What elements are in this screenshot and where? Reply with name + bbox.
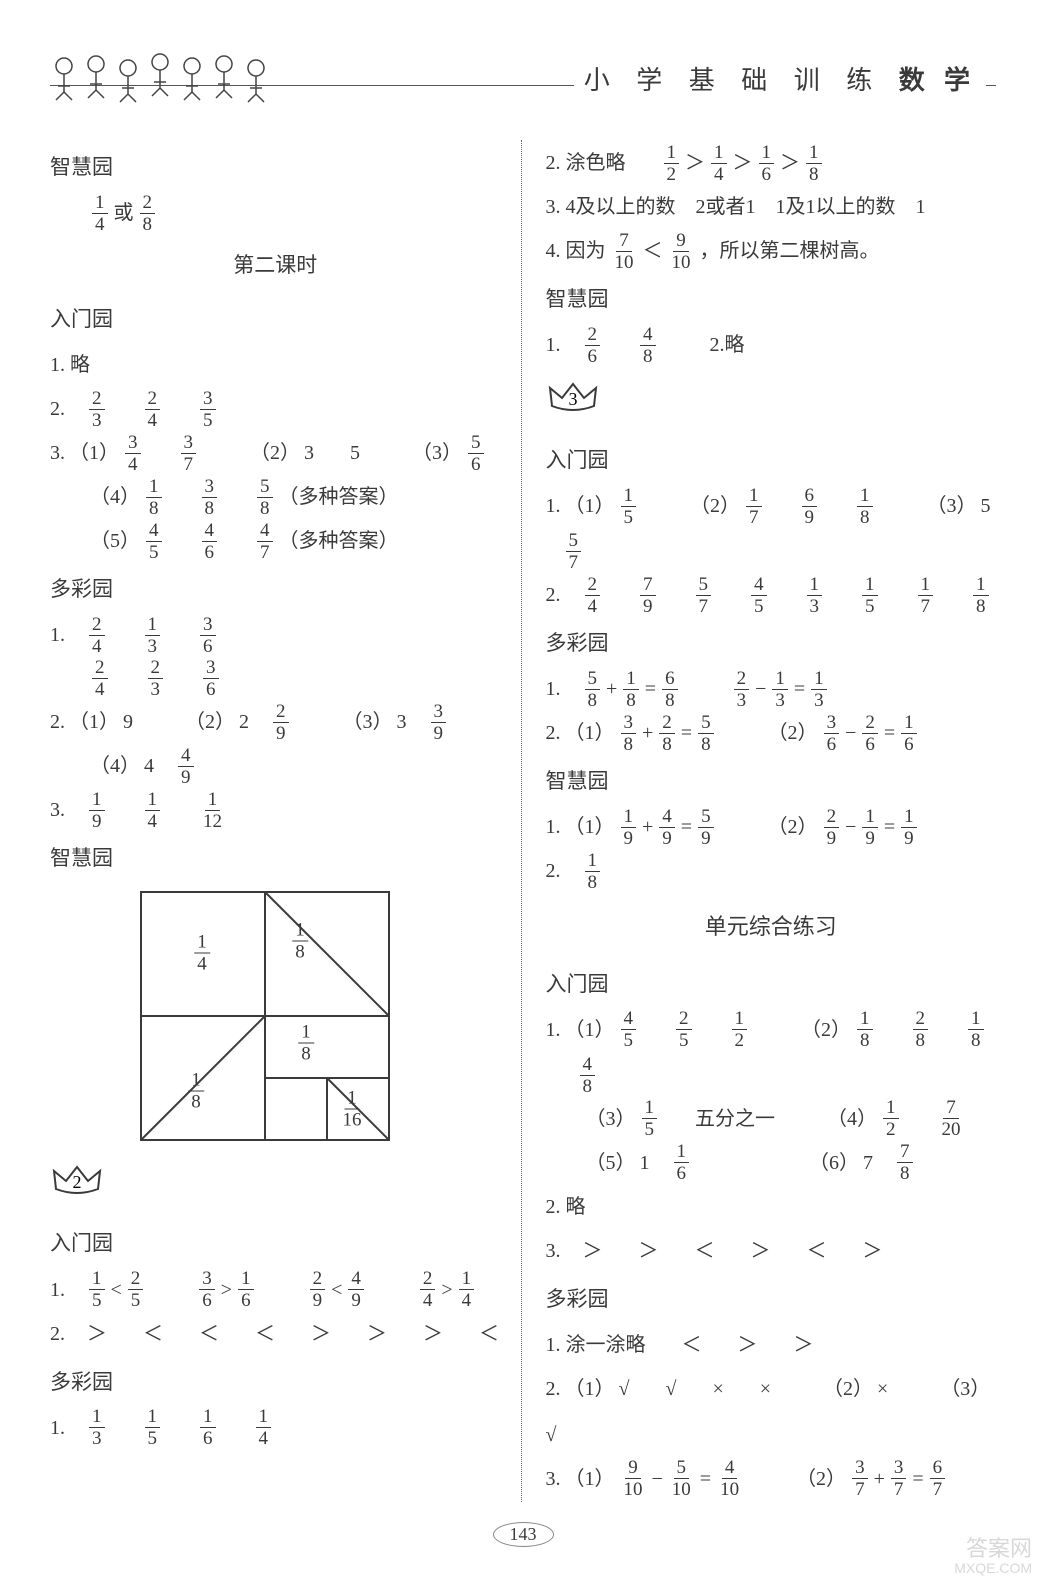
section-title: 入门园	[546, 439, 997, 483]
answer-line: 1. 涂一涂略 ＜ ＞ ＞	[546, 1324, 997, 1366]
lesson-title: 第二课时	[50, 244, 501, 288]
answer-line: 3. （1） 910 − 510 = 410 （2） 37 + 37 = 67	[546, 1458, 997, 1500]
answer-line: 3. ＞ ＞ ＜ ＞ ＜ ＞	[546, 1230, 997, 1272]
section-title: 入门园	[546, 963, 997, 1007]
answer-line: 2. （1）9 （2）2 29 （3）3 39	[50, 701, 501, 743]
page: { "page_number": "143", "watermark": { "…	[0, 0, 1046, 1587]
answer-line: （4） 18 38 58 （多种答案）	[50, 476, 501, 518]
page-footer: 143	[50, 1522, 996, 1547]
section-title: 多彩园	[546, 622, 997, 666]
section-title: 智慧园	[50, 146, 501, 190]
answer-line: 1. 13 15 16 14	[50, 1407, 501, 1449]
unit-title: 单元综合练习	[546, 904, 997, 950]
section-title: 智慧园	[546, 760, 997, 804]
answer-line: 1. 24 13 36	[50, 614, 501, 656]
answer-line: 1. （1） 19 + 49 = 59 （2） 29 − 19 = 19	[546, 806, 997, 848]
badge-number: 2	[73, 1172, 82, 1192]
answer-line: 1. （1） 45 25 12 （2） 18 28 18 48	[546, 1009, 997, 1096]
answer-line: 2. 23 24 35	[50, 388, 501, 430]
answer-line: 3. （1） 34 37 （2） 35 （3） 56	[50, 432, 501, 474]
section-title: 智慧园	[546, 278, 997, 322]
answer-line: 24 23 36	[50, 658, 501, 699]
fraction-square-diagram: 14 18 18 18 116	[140, 891, 390, 1141]
text: 或	[114, 192, 134, 234]
kids-icon	[50, 50, 290, 112]
header-title-bold: 数 学	[899, 65, 976, 95]
answer-line: （5） 45 46 47 （多种答案）	[50, 520, 501, 562]
section-title: 多彩园	[50, 568, 501, 612]
answer-line: （4）4 49	[50, 745, 501, 787]
label: 3.	[50, 432, 65, 474]
right-column: 2. 涂色略 12 ＞ 14 ＞ 16 ＞ 18 3. 4及以上的数 2或者1 …	[521, 140, 997, 1502]
answer-line: 1. 15 < 25 36 > 16 29 < 49 24 > 14	[50, 1269, 501, 1311]
answer-line: 2. ＞ ＜ ＜ ＜ ＞ ＞ ＞ ＜	[50, 1313, 501, 1355]
section-title: 多彩园	[50, 1361, 501, 1405]
answer-line: 2. 18	[546, 850, 997, 892]
answer-line: 2. 24 79 57 45 13 15 17 18	[546, 574, 997, 616]
header-title-light: 小 学 基 础 训 练	[584, 66, 883, 95]
section-title: 入门园	[50, 1222, 501, 1266]
answer-line: 14 或 28	[50, 192, 501, 234]
answer-line: 2. 涂色略 12 ＞ 14 ＞ 16 ＞ 18	[546, 142, 997, 184]
section-title: 智慧园	[50, 837, 501, 881]
answer-line: 1. （1） 15 （2） 17 69 18 （3）5 57	[546, 485, 997, 572]
crown-badge: 2	[50, 1161, 104, 1201]
header-title: 小 学 基 础 训 练 数 学	[574, 60, 986, 97]
answer-line: （3） 15 五分之一 （4） 12 720	[546, 1098, 997, 1140]
answer-line: 3. 19 14 112	[50, 789, 501, 831]
page-header: 小 学 基 础 训 练 数 学	[50, 30, 996, 120]
fraction: 14	[92, 193, 108, 234]
answer-line: （5）1 16 （6）7 78	[546, 1142, 997, 1184]
answer-line: 2. （1） 38 + 28 = 58 （2） 36 − 26 = 16	[546, 712, 997, 754]
badge-number: 3	[568, 389, 577, 409]
content-columns: 智慧园 14 或 28 第二课时 入门园 1. 略 2. 23 24 35 3.…	[50, 140, 996, 1502]
answer-line: 1. 26 48 2.略	[546, 324, 997, 366]
label: 1.	[50, 614, 65, 656]
fraction: 28	[140, 193, 156, 234]
header-illustration	[50, 50, 290, 112]
answer-line: 3. 4及以上的数 2或者1 1及1以上的数 1	[546, 186, 997, 228]
answer-line: 2. （1） √ √ × × （2）× （3）√	[546, 1368, 997, 1456]
answer-line: 4. 因为 710 ＜ 910 ，所以第二棵树高。	[546, 230, 997, 272]
section-title: 入门园	[50, 298, 501, 342]
answer-line: 1. 略	[50, 344, 501, 386]
answer-line: 1. 58 + 18 = 68 23 − 13 = 13	[546, 668, 997, 710]
crown-badge: 3	[546, 378, 600, 418]
section-title: 多彩园	[546, 1278, 997, 1322]
left-column: 智慧园 14 或 28 第二课时 入门园 1. 略 2. 23 24 35 3.…	[50, 140, 521, 1502]
page-number: 143	[493, 1522, 554, 1547]
answer-line: 2. 略	[546, 1186, 997, 1228]
label: 2.	[50, 388, 65, 430]
